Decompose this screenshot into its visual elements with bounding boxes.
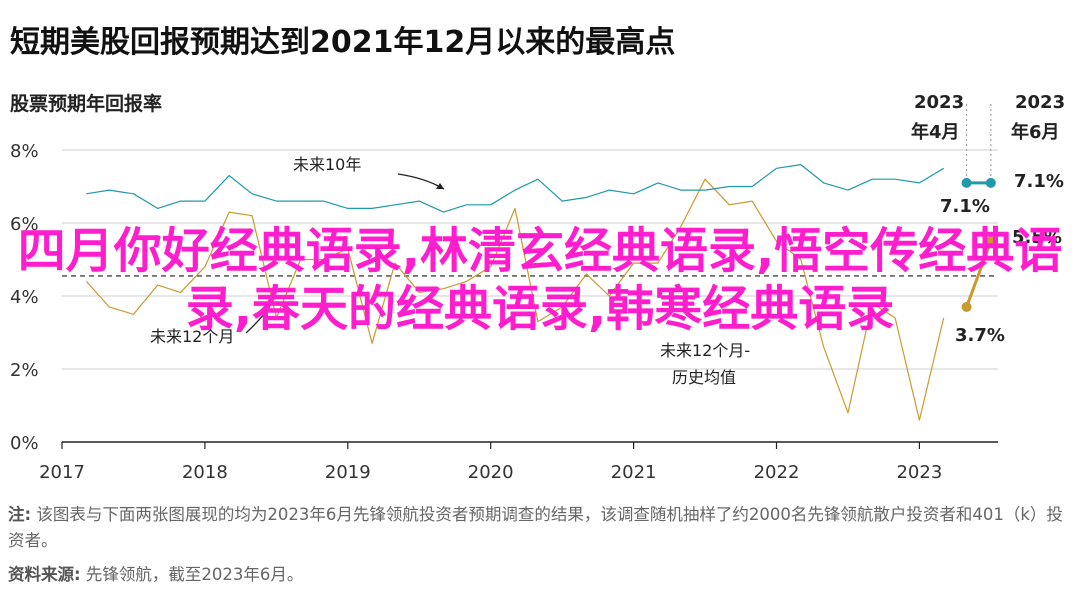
- gridlines: [62, 149, 998, 443]
- arrow-series12: [245, 305, 271, 334]
- y-tick-label: 0%: [10, 433, 39, 454]
- overlay-watermark-text: 四月你好经典语录,林清玄经典语录,悟空传经典语录,春天的经典语录,韩寒经典语录: [17, 223, 1063, 337]
- value-10y-jun: 7.1%: [1014, 171, 1064, 192]
- label-series10: 未来10年: [293, 155, 361, 174]
- source-label: 资料来源:: [8, 565, 81, 584]
- note-text: 该图表与下面两张图展现的均为2023年6月先锋领航投资者预期调查的结果，该调查随…: [8, 505, 1063, 550]
- y-tick-label: 6%: [10, 214, 39, 235]
- value-10y-apr: 7.1%: [940, 196, 990, 217]
- series-12m-latest: [965, 240, 993, 308]
- label-series12: 未来12个月: [150, 327, 234, 346]
- x-tick-label: 2021: [611, 462, 657, 483]
- series-lines: [85, 164, 996, 421]
- label-average-line1: 未来12个月-: [660, 341, 750, 360]
- y-tick-label: 2%: [10, 360, 39, 381]
- marker-jun-month: 年6月: [1011, 121, 1060, 143]
- chart-source: 资料来源: 先锋领航，截至2023年6月。: [8, 562, 1072, 588]
- x-tick-label: 2018: [182, 462, 228, 483]
- y-tick-label: 4%: [10, 287, 39, 308]
- data-point: [961, 301, 972, 312]
- marker-jun-year: 2023: [1015, 92, 1065, 113]
- x-tick-label: 2020: [468, 462, 514, 483]
- arrowhead-series10: [436, 183, 444, 189]
- chart-title: 短期美股回报预期达到2021年12月以来的最高点: [10, 25, 675, 60]
- x-axis-ticks: 2017 2018 2019 2020 2021 2022 2023: [39, 442, 942, 483]
- value-12m-apr: 3.7%: [955, 325, 1005, 346]
- value-12m-jun: 5.5%: [1012, 227, 1062, 248]
- x-tick-label: 2019: [325, 462, 371, 483]
- y-axis-ticks: 0% 2% 4% 6% 8%: [10, 141, 39, 454]
- x-tick-label: 2017: [39, 462, 85, 483]
- marker-apr-month: 年4月: [911, 121, 960, 143]
- source-text: 先锋领航，截至2023年6月。: [85, 565, 304, 584]
- y-tick-label: 8%: [10, 141, 39, 162]
- label-average-line2: 历史均值: [672, 368, 736, 387]
- chart-note: 注: 该图表与下面两张图展现的均为2023年6月先锋领航投资者预期调查的结果，该…: [8, 502, 1072, 554]
- arrow-series10: [397, 173, 445, 190]
- data-point: [961, 177, 972, 188]
- series-12m-line: [85, 178, 945, 421]
- chart-subtitle: 股票预期年回报率: [10, 92, 162, 115]
- x-tick-label: 2022: [754, 462, 800, 483]
- note-label: 注:: [8, 505, 32, 524]
- data-point: [985, 177, 996, 188]
- series-10y-line: [86, 164, 945, 213]
- marker-apr-year: 2023: [914, 92, 964, 113]
- x-tick-label: 2023: [896, 462, 942, 483]
- data-point: [985, 236, 996, 247]
